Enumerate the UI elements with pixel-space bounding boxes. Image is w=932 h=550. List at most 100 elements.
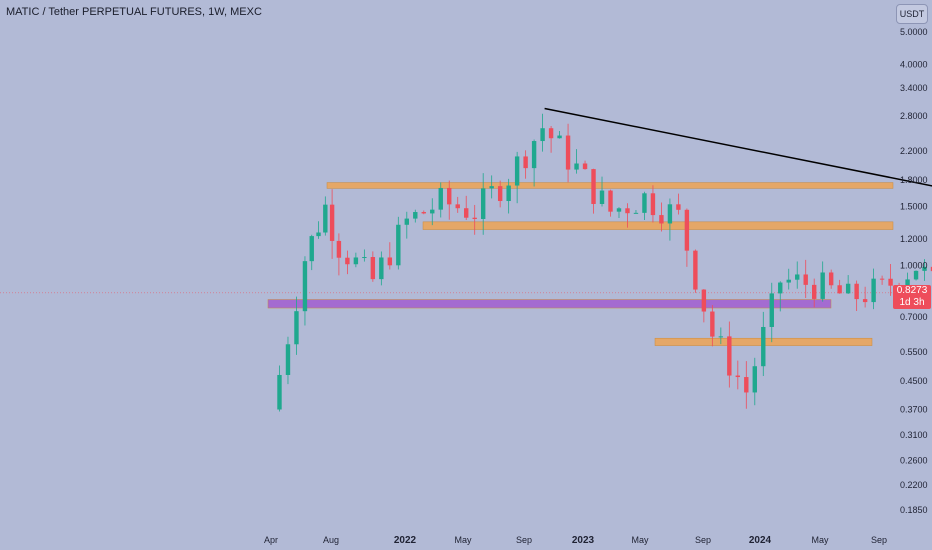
candle-body <box>633 212 639 214</box>
candle-body <box>336 240 342 258</box>
candle-body <box>684 209 690 251</box>
candle-up <box>430 198 435 226</box>
candle-down <box>345 250 350 275</box>
x-tick-label: Sep <box>516 535 532 545</box>
y-tick-label: 0.4500 <box>900 376 928 386</box>
candle-body <box>676 204 681 210</box>
candle-up <box>540 113 545 152</box>
descending-trendline <box>544 107 932 187</box>
candle-body <box>625 208 630 214</box>
candle-body <box>888 278 893 286</box>
candle-body <box>329 204 335 241</box>
candle-body <box>930 266 932 272</box>
candle-up <box>633 210 639 214</box>
chart-title: MATIC / Tether PERPETUAL FUTURES, 1W, ME… <box>6 6 262 18</box>
candle-up <box>480 173 486 235</box>
candle-up <box>845 275 851 294</box>
candle-down <box>608 189 613 217</box>
candle-down <box>837 279 842 294</box>
current-price-badge: 0.8273 1d 3h <box>893 285 931 309</box>
candle-up <box>277 365 282 412</box>
y-tick-label: 2.8000 <box>900 111 928 121</box>
candle-up <box>396 216 401 270</box>
candle-body <box>506 185 511 202</box>
candle-down <box>862 286 868 308</box>
candle-body <box>820 272 825 299</box>
candle-body <box>862 299 868 303</box>
candle-body <box>387 257 393 266</box>
x-tick-label: Apr <box>264 535 278 545</box>
candle-body <box>421 212 426 214</box>
candle-up <box>285 336 291 385</box>
zone-resistance-high <box>326 182 894 189</box>
candle-body <box>591 169 596 204</box>
candle-down <box>735 360 741 390</box>
candle-body <box>362 257 367 259</box>
zone-resistance-mid <box>422 221 894 230</box>
candles-group <box>277 113 932 412</box>
candle-up <box>786 268 791 290</box>
candle-body <box>642 193 647 213</box>
candle-up <box>514 151 520 204</box>
x-tick-label: Sep <box>871 535 887 545</box>
candle-down <box>472 204 477 235</box>
candle-up <box>752 357 757 406</box>
candle-up <box>413 209 418 223</box>
candle-body <box>514 156 520 186</box>
candle-down <box>879 275 885 285</box>
candle-down <box>693 249 698 293</box>
candle-up <box>309 234 314 271</box>
candle-up <box>769 282 774 343</box>
candle-up <box>404 211 409 239</box>
candle-body <box>316 232 321 237</box>
candle-up <box>642 191 647 221</box>
candle-body <box>828 272 834 286</box>
candle-down <box>676 193 681 215</box>
candle-body <box>302 261 308 312</box>
candle-up <box>294 296 299 355</box>
y-tick-label: 3.4000 <box>900 83 928 93</box>
candle-down <box>497 180 503 208</box>
candle-body <box>659 215 664 224</box>
candle-down <box>329 189 335 259</box>
candle-down <box>447 180 452 220</box>
y-tick-label: 5.0000 <box>900 27 928 37</box>
candle-down <box>387 242 393 270</box>
candle-down <box>659 202 664 232</box>
candle-down <box>548 126 554 153</box>
candle-body <box>294 311 299 345</box>
candle-body <box>565 135 571 170</box>
candle-body <box>913 270 919 280</box>
candle-body <box>701 289 707 312</box>
candle-down <box>336 233 342 276</box>
candle-body <box>413 212 418 219</box>
zone-support-purple <box>267 299 832 309</box>
candle-down <box>565 123 571 183</box>
candle-body <box>778 282 783 294</box>
candle-up <box>761 311 766 377</box>
candle-up <box>379 251 384 286</box>
candle-body <box>761 326 766 367</box>
currency-button[interactable]: USDT <box>896 4 928 24</box>
candle-down <box>727 321 732 388</box>
x-tick-label: May <box>811 535 829 545</box>
candle-body <box>727 336 732 376</box>
candle-body <box>871 278 876 303</box>
candle-body <box>744 377 749 393</box>
candle-body <box>599 190 605 204</box>
candle-body <box>447 187 452 205</box>
candle-up <box>820 261 825 302</box>
candle-body <box>752 366 757 393</box>
candle-body <box>718 336 724 338</box>
candle-body <box>922 266 927 271</box>
current-price-label: 0.8273 <box>896 285 928 296</box>
y-tick-label: 0.7000 <box>900 312 928 322</box>
candle-body <box>430 209 435 214</box>
candle-up <box>557 131 562 139</box>
candle-body <box>837 285 842 294</box>
x-tick-label: Sep <box>695 535 711 545</box>
candle-body <box>710 311 715 337</box>
candle-up <box>599 176 605 207</box>
